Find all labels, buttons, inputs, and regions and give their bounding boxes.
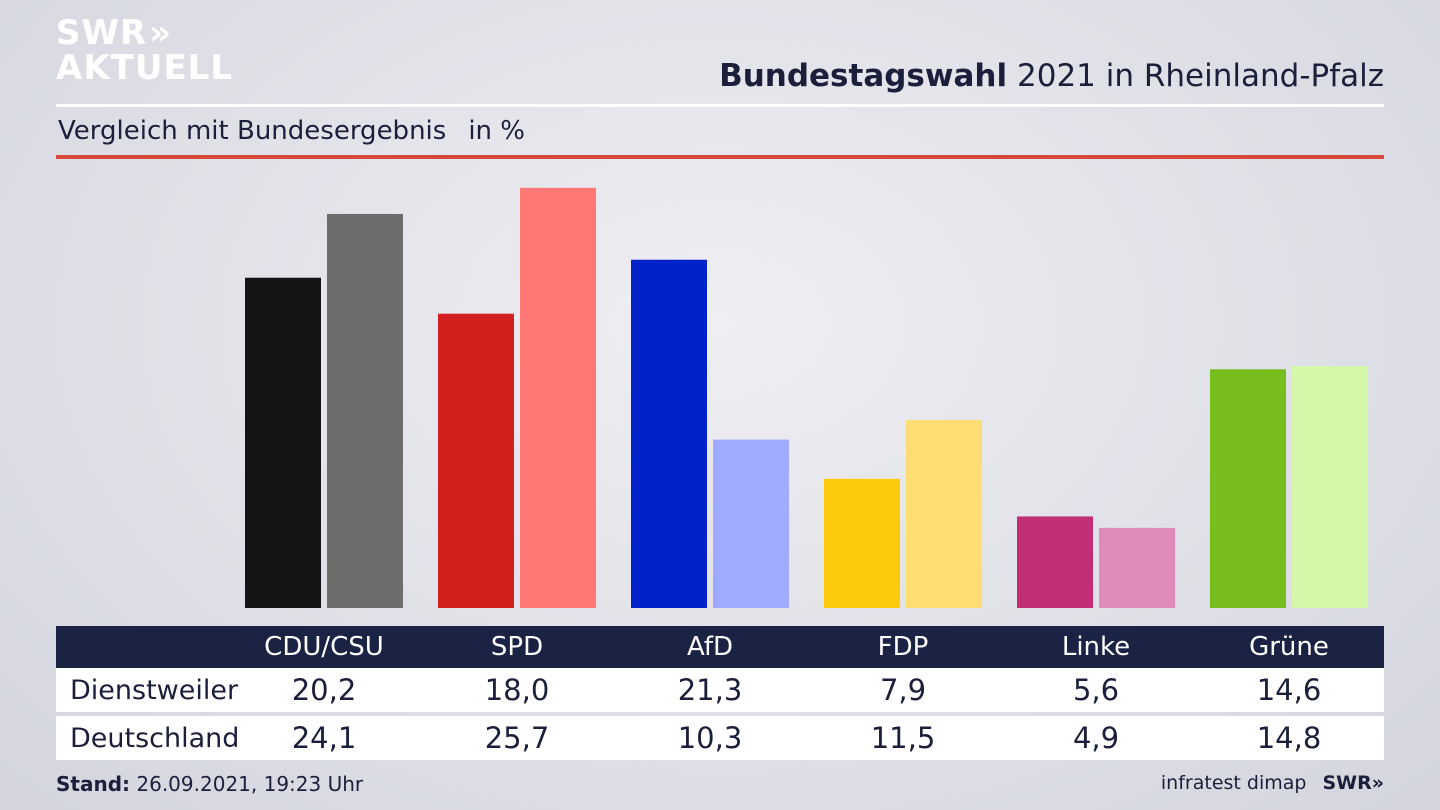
subtitle-text: Vergleich mit Bundesergebnis	[58, 116, 447, 146]
table-row-deutschland: Deutschland 24,1 25,7 10,3 11,5 4,9 14,8	[56, 716, 1384, 760]
value-linke-deutschland: 4,9	[1072, 721, 1120, 755]
logo-swr-text: SWR	[56, 13, 148, 53]
column-header-fdp: FDP	[877, 632, 929, 662]
header-divider	[56, 104, 1384, 107]
bar-afd-dienstweiler	[631, 259, 707, 608]
value-gr-ne-deutschland: 14,8	[1256, 721, 1322, 755]
column-header-cdu-csu: CDU/CSU	[264, 632, 384, 662]
bar-gr-ne-deutschland	[1292, 366, 1368, 608]
bar-gr-ne-dienstweiler	[1210, 369, 1286, 608]
bar-linke-deutschland	[1099, 527, 1175, 608]
footer-swr-logo: SWR»	[1322, 772, 1384, 794]
row-label-deutschland: Deutschland	[70, 722, 240, 754]
value-spd-dienstweiler: 18,0	[484, 673, 550, 707]
column-header-gr-ne: Grüne	[1249, 632, 1329, 662]
stand-label: Stand:	[56, 772, 131, 796]
column-header-afd: AfD	[686, 632, 734, 662]
value-cdu-csu-deutschland: 24,1	[291, 721, 357, 755]
unit-label: in %	[468, 116, 525, 146]
bar-cdu-csu-dienstweiler	[245, 277, 321, 608]
row-label-dienstweiler: Dienstweiler	[70, 674, 239, 706]
chart-subtitle: Vergleich mit Bundesergebnis in %	[58, 116, 525, 146]
bar-cdu-csu-deutschland	[327, 213, 403, 608]
timestamp: Stand: 26.09.2021, 19:23 Uhr	[56, 772, 363, 796]
value-cdu-csu-dienstweiler: 20,2	[291, 673, 357, 707]
bar-fdp-dienstweiler	[824, 478, 900, 608]
table-row-dienstweiler: Dienstweiler 20,2 18,0 21,3 7,9 5,6 14,6	[56, 668, 1384, 712]
value-afd-deutschland: 10,3	[677, 721, 743, 755]
value-linke-dienstweiler: 5,6	[1072, 673, 1120, 707]
results-table: CDU/CSU SPD AfD FDP Linke Grüne Dienstweiler …	[56, 626, 1384, 760]
accent-divider	[56, 155, 1384, 159]
source-credit: infratest dimap SWR»	[1161, 772, 1384, 794]
title-rest: 2021 in Rheinland-Pfalz	[1017, 58, 1384, 94]
bar-fdp-deutschland	[906, 419, 982, 608]
value-fdp-deutschland: 11,5	[870, 721, 936, 755]
bar-spd-deutschland	[520, 187, 596, 608]
value-afd-dienstweiler: 21,3	[677, 673, 743, 707]
value-spd-deutschland: 25,7	[484, 721, 550, 755]
bar-afd-deutschland	[713, 439, 789, 608]
title-bold: Bundestagswahl	[719, 58, 1008, 94]
swr-aktuell-logo: SWR» AKTUELL	[56, 16, 233, 85]
column-header-linke: Linke	[1061, 632, 1131, 662]
source-text: infratest dimap	[1160, 772, 1307, 794]
table-header-row: CDU/CSU SPD AfD FDP Linke Grüne	[56, 626, 1384, 668]
value-fdp-dienstweiler: 7,9	[879, 673, 927, 707]
stand-value: 26.09.2021, 19:23 Uhr	[136, 772, 364, 796]
bar-spd-dienstweiler	[438, 313, 514, 608]
column-header-spd: SPD	[490, 632, 544, 662]
page-title: Bundestagswahl 2021 in Rheinland-Pfalz	[719, 58, 1384, 94]
bar-chart	[245, 187, 1368, 608]
bar-linke-dienstweiler	[1017, 516, 1093, 608]
logo-aktuell-text: AKTUELL	[56, 48, 234, 88]
value-gr-ne-dienstweiler: 14,6	[1256, 673, 1322, 707]
